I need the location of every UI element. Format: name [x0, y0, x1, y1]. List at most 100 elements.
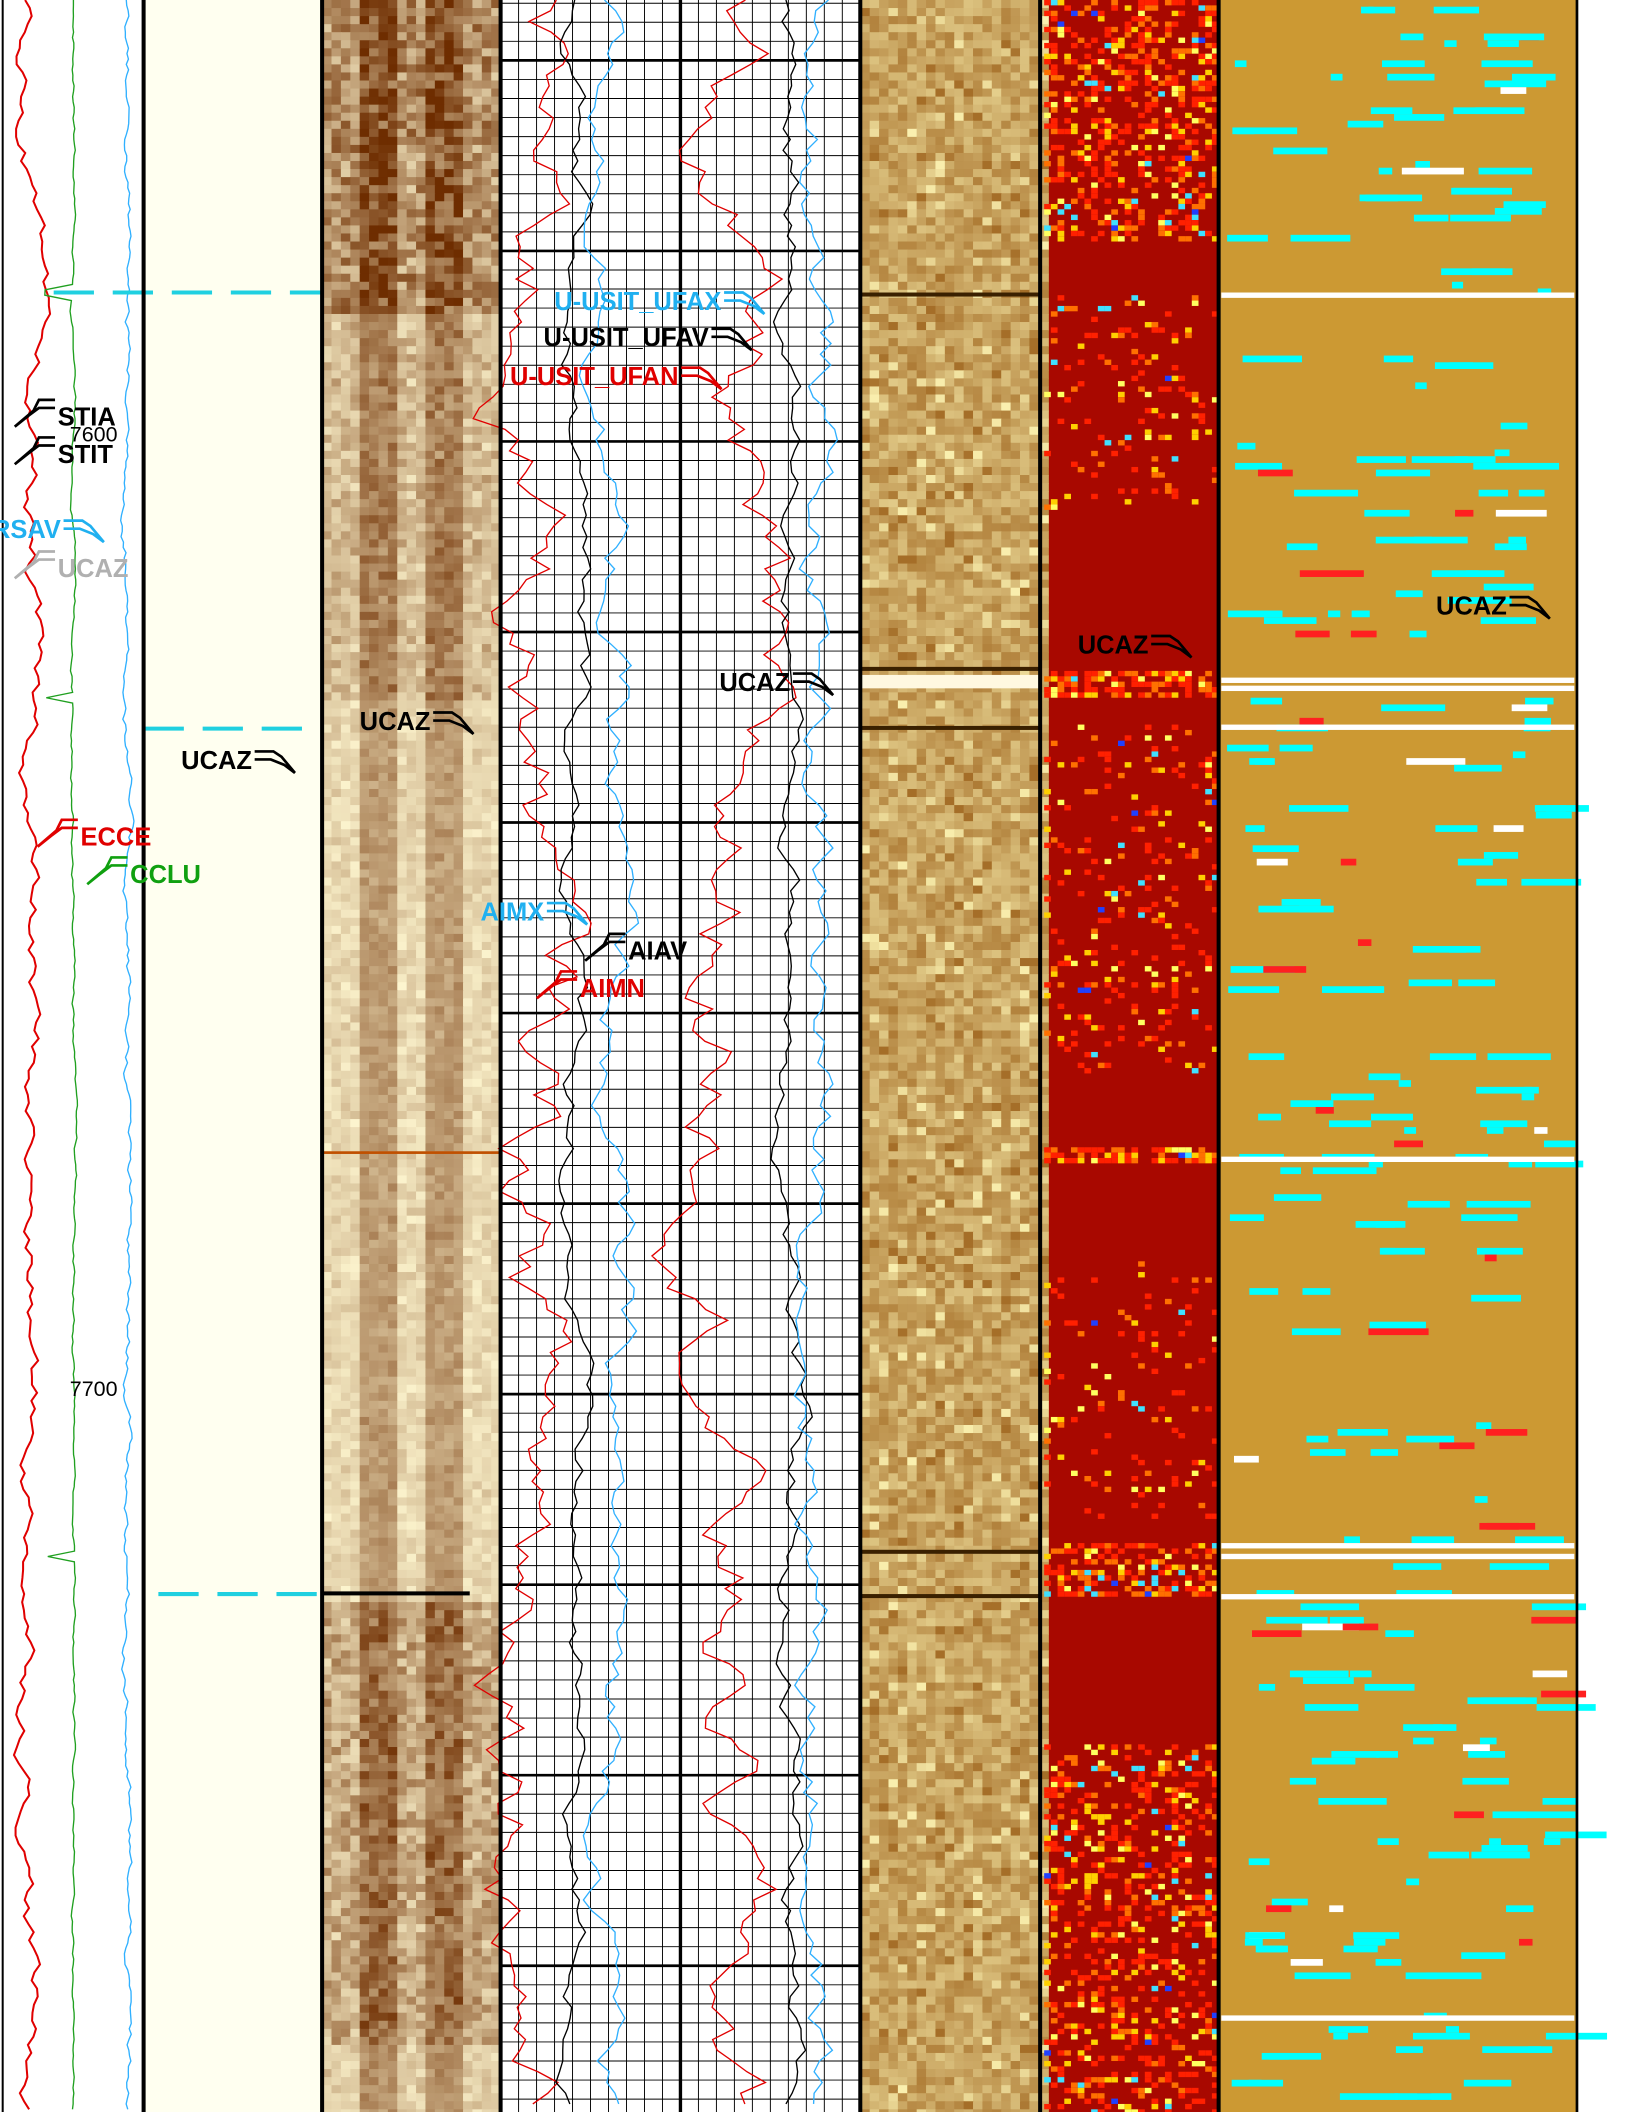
track-3-cell: [369, 1288, 380, 1297]
track-3-cell: [378, 724, 389, 734]
track-3-cell: [453, 1924, 464, 1933]
track-3-cell: [387, 402, 398, 412]
track-3-cell: [340, 2012, 351, 2022]
track-3-cell: [416, 829, 427, 838]
track-3-cell: [481, 1280, 492, 1289]
track-3-cell: [397, 1191, 408, 1201]
track-3-cell: [453, 1513, 464, 1523]
track-3-cell: [481, 1537, 492, 1547]
track-3-cell: [434, 845, 445, 855]
track-3-cell: [444, 1586, 455, 1595]
track-3-cell: [472, 893, 483, 903]
track-3-cell: [397, 998, 408, 1008]
track-3-cell: [331, 941, 342, 951]
track-3-cell: [406, 901, 417, 911]
track-3-cell: [463, 1078, 474, 1088]
track-3-cell: [322, 1666, 333, 1676]
track-3-cell: [378, 1714, 389, 1724]
track-3-cell: [472, 1602, 483, 1611]
track-3-cell: [425, 1505, 436, 1515]
track-3-cell: [378, 474, 389, 484]
track-3-cell: [444, 1416, 455, 1426]
track-3-cell: [472, 88, 483, 98]
track-3-cell: [425, 595, 436, 605]
track-3-cell: [472, 1972, 483, 1982]
track-3-cell: [322, 1795, 333, 1805]
track-3-cell: [444, 1972, 455, 1982]
track-3-cell: [322, 1336, 333, 1346]
track-3-cell: [331, 2109, 342, 2112]
track-3-cell: [463, 297, 474, 307]
track-3-cell: [453, 1416, 464, 1426]
track-3-cell: [350, 152, 361, 162]
track-3-cell: [481, 474, 492, 484]
track-3-cell: [453, 2085, 464, 2094]
track-3-cell: [397, 1014, 408, 1024]
track-3-cell: [340, 1336, 351, 1346]
track-3-cell: [340, 1231, 351, 1241]
track-3-cell: [350, 1972, 361, 1982]
track-3-cell: [322, 1537, 333, 1547]
track-3-cell: [387, 772, 398, 782]
track-3-cell: [378, 748, 389, 758]
track-3-cell: [397, 1899, 408, 1909]
track-3-cell: [378, 1441, 389, 1450]
track-3-cell: [463, 764, 474, 774]
track-3-cell: [322, 2020, 333, 2030]
track-3-cell: [425, 1207, 436, 1217]
track-3-cell: [369, 1618, 380, 1627]
track-3-cell: [444, 257, 455, 267]
track-3-cell: [331, 949, 342, 959]
track-3-cell: [387, 193, 398, 202]
track-3-cell: [387, 837, 398, 847]
track-3-cell: [340, 2004, 351, 2014]
track-3-cell: [491, 949, 502, 959]
track-3-cell: [331, 676, 342, 685]
track-3-cell: [397, 611, 408, 621]
track-3-cell: [322, 1320, 333, 1330]
track-3-cell: [481, 933, 492, 943]
track-3-cell: [491, 1899, 502, 1909]
track-3-cell: [369, 1956, 380, 1966]
track-3-cell: [378, 289, 389, 299]
track-3-cell: [481, 2044, 492, 2054]
track-3-cell: [491, 1505, 502, 1515]
track-3-cell: [397, 1594, 408, 1603]
track-3-cell: [425, 877, 436, 887]
track-3-cell: [322, 241, 333, 251]
track-3-cell: [359, 507, 370, 516]
track-3-cell: [340, 1111, 351, 1120]
track-3-cell: [453, 636, 464, 645]
track-3-cell: [359, 217, 370, 227]
track-3-cell: [369, 1513, 380, 1523]
track-3-cell: [425, 338, 436, 347]
track-3-cell: [340, 330, 351, 339]
track-3-cell: [387, 958, 398, 967]
track-3-cell: [322, 885, 333, 895]
track-3-cell: [378, 1988, 389, 1998]
track-3-cell: [350, 587, 361, 597]
track-3-cell: [481, 1006, 492, 1016]
track-3-cell: [322, 1119, 333, 1128]
track-3-cell: [369, 1875, 380, 1885]
track-3-cell: [425, 289, 436, 299]
track-3-cell: [453, 1239, 464, 1249]
track-3-cell: [481, 845, 492, 855]
track-3-cell: [444, 233, 455, 243]
track-3-cell: [378, 185, 389, 194]
track-3-cell: [416, 1054, 427, 1064]
track-3-cell: [463, 627, 474, 637]
track-3-cell: [340, 1094, 351, 1104]
track-3-cell: [434, 644, 445, 653]
track-3-cell: [359, 668, 370, 677]
track-3-cell: [350, 64, 361, 74]
track-3-cell: [397, 450, 408, 460]
track-3-cell: [350, 16, 361, 25]
track-3-cell: [406, 394, 417, 404]
track-3-cell: [359, 136, 370, 146]
track-3-cell: [481, 1102, 492, 1112]
track-3-cell: [444, 1143, 455, 1152]
track-3-cell: [472, 1457, 483, 1466]
track-3-cell: [387, 80, 398, 90]
track-3-cell: [350, 1046, 361, 1056]
